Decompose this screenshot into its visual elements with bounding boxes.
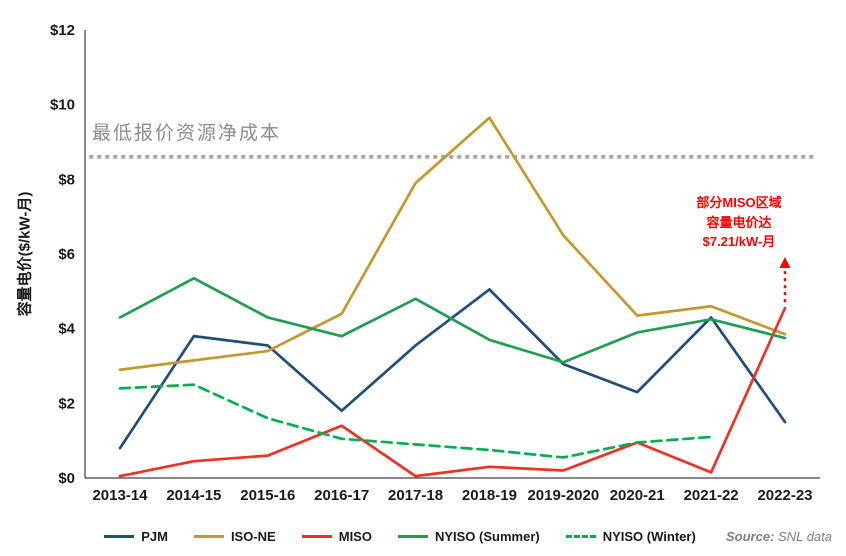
svg-text:2017-18: 2017-18 (388, 487, 443, 504)
nyiso-winter-line-swatch (565, 534, 596, 538)
source-label: Source: (726, 529, 775, 544)
svg-text:$8: $8 (58, 171, 75, 188)
legend-item-miso: MISO (301, 528, 372, 544)
svg-text:$2: $2 (58, 395, 75, 412)
annotation-line-3: $7.21/kW-月 (702, 234, 776, 249)
pjm-line-swatch (104, 534, 135, 538)
svg-text:2022-23: 2022-23 (757, 487, 812, 504)
svg-text:2018-19: 2018-19 (462, 487, 517, 504)
svg-text:2016-17: 2016-17 (314, 487, 369, 504)
svg-text:$6: $6 (58, 246, 75, 263)
legend-item-nyiso-summer: NYISO (Summer) (397, 528, 540, 544)
svg-text:$4: $4 (58, 321, 75, 338)
svg-text:2019-2020: 2019-2020 (527, 487, 599, 504)
iso-ne-line-swatch (193, 534, 224, 538)
legend-label-iso-ne: ISO-NE (230, 528, 276, 544)
svg-text:2021-22: 2021-22 (684, 487, 739, 504)
source-text: SNL data (778, 529, 832, 544)
legend-label-nyiso-summer: NYISO (Summer) (434, 528, 540, 544)
svg-text:2020-21: 2020-21 (610, 487, 665, 504)
source-note: Source: SNL data (726, 529, 832, 544)
miso-line-swatch (301, 534, 332, 538)
legend-item-nyiso-winter: NYISO (Winter) (565, 528, 696, 544)
svg-text:2013-14: 2013-14 (92, 487, 148, 504)
svg-text:$0: $0 (58, 470, 75, 487)
svg-text:2014-15: 2014-15 (166, 487, 221, 504)
legend-label-miso: MISO (338, 528, 372, 544)
svg-text:2015-16: 2015-16 (240, 487, 295, 504)
annotation-line-2: 容量电价达 (706, 214, 772, 230)
y-axis-title: 容量电价($/kW-月) (16, 191, 34, 317)
nyiso-summer-line-swatch (397, 534, 428, 538)
svg-text:$12: $12 (50, 22, 75, 39)
chart-legend: PJM ISO-NE MISO NYISO (Summer) NYISO (Wi… (70, 524, 730, 548)
svg-text:$10: $10 (50, 97, 75, 114)
threshold-label: 最低报价资源净成本 (92, 123, 282, 144)
annotation-line-1: 部分MISO区域 (696, 195, 782, 210)
legend-label-pjm: PJM (141, 528, 168, 544)
legend-item-pjm: PJM (104, 529, 168, 544)
legend-item-iso-ne: ISO-NE (193, 528, 276, 544)
miso-annotation: 部分MISO区域 容量电价达 $7.21/kW-月 (680, 193, 798, 252)
legend-label-nyiso-winter: NYISO (Winter) (602, 528, 696, 544)
